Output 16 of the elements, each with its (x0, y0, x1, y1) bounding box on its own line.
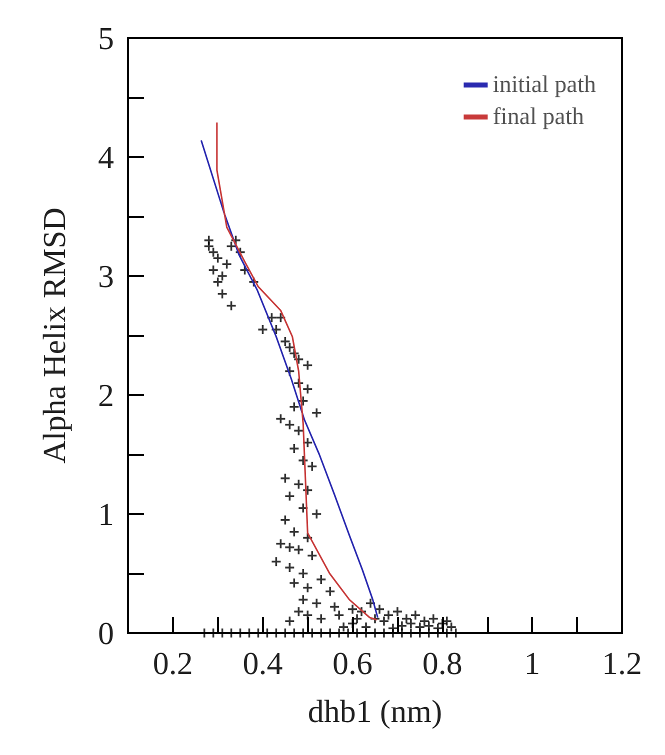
y-axis-title: Alpha Helix RMSD (36, 208, 72, 464)
x-tick-label: 0.8 (422, 645, 462, 681)
y-tick-label: 3 (98, 258, 114, 294)
y-tick-label: 4 (98, 139, 114, 175)
x-axis-title: dhb1 (nm) (308, 693, 442, 729)
y-tick-label: 2 (98, 377, 114, 413)
y-tick-label: 1 (98, 496, 114, 532)
x-tick-label: 0.2 (152, 645, 193, 681)
legend-label: initial path (492, 72, 596, 98)
x-tick-label: 0.6 (332, 645, 373, 681)
legend-label: final path (492, 104, 584, 130)
x-tick-label: 1 (524, 645, 540, 681)
x-tick-label: 0.4 (242, 645, 283, 681)
y-tick-label: 0 (98, 615, 114, 651)
x-tick-label: 1.2 (602, 645, 642, 681)
y-tick-label: 5 (98, 20, 114, 56)
